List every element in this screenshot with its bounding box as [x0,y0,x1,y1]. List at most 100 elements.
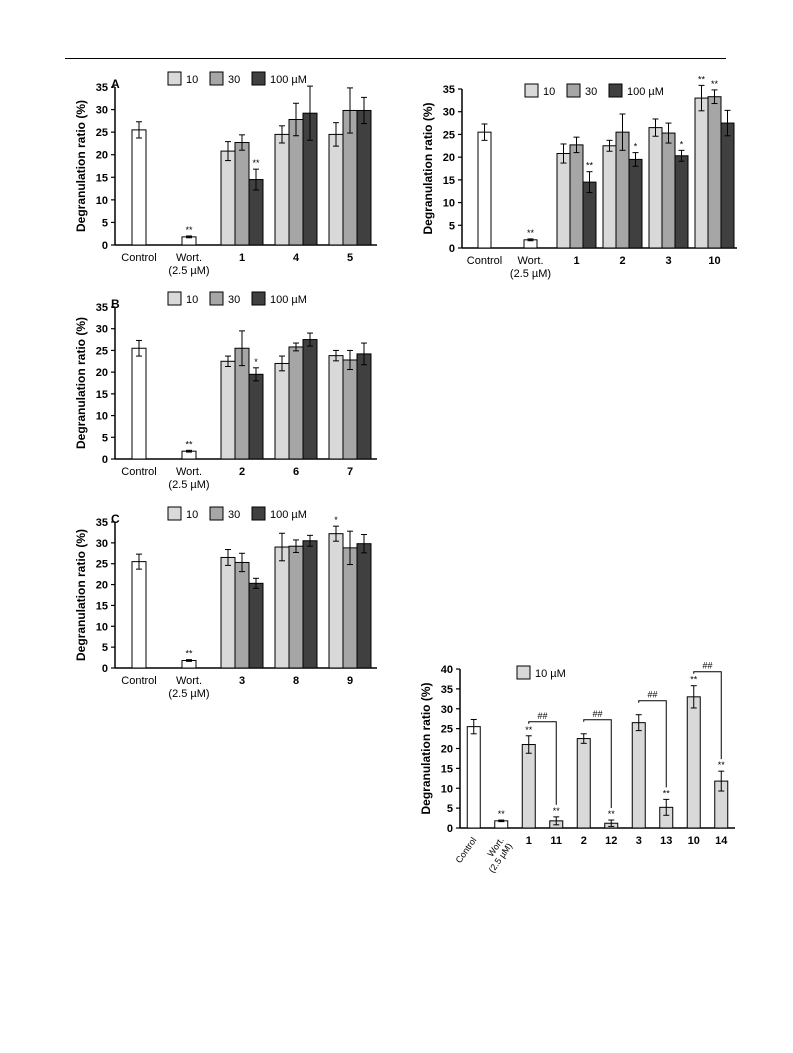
y-tick-label: 10 [96,411,108,423]
significance-mark: ** [663,788,671,798]
x-tick-label-line: 10 [688,835,700,847]
bar [720,122,735,249]
x-tick-label-line: Wort. [176,252,202,264]
legend-swatch [251,506,266,521]
y-tick-label: 35 [443,84,455,96]
x-tick-label-line: 14 [715,835,728,847]
x-tick-label-line: 4 [293,252,300,264]
significance-mark: ** [185,439,193,449]
bar [131,129,147,246]
y-tick-label: 25 [441,724,453,736]
chart-panel-c: 0 5 10 15 20 25 30 35 Degranulation ratio (%) C 10… [74,506,377,700]
x-tick-label: 5 [347,252,353,264]
y-tick-label: 40 [441,664,453,676]
bar [602,145,617,249]
y-tick-label: 20 [441,744,453,756]
x-tick-label: 13 [660,835,672,847]
bar [686,696,701,829]
y-tick-label: 35 [96,517,108,529]
y-tick-label: 20 [96,580,108,592]
x-tick-label: Wort.(2.5 µM) [168,675,209,700]
x-tick-label: 7 [347,466,353,478]
legend-swatch [209,506,224,521]
y-tick-label: 5 [102,642,108,654]
legend-swatch [167,71,182,86]
legend-swatch [251,291,266,306]
x-tick-label-line: (2.5 µM) [510,268,551,280]
bar [288,545,304,669]
panel-label: B [111,297,120,311]
legend-label: 10 [543,86,555,98]
bar [328,355,344,460]
y-tick-label: 0 [449,243,455,255]
significance-mark: * [680,139,684,149]
y-tick-label: 10 [96,621,108,633]
y-tick-label: 10 [96,195,108,207]
bar [220,556,236,669]
bar [648,127,663,249]
bar [356,353,372,460]
bar [628,158,643,249]
x-tick-label: 14 [715,835,728,847]
x-tick-label: 8 [293,675,299,687]
legend-label: 30 [585,86,597,98]
significance-mark: ** [608,809,616,819]
x-tick-label-line: (2.5 µM) [168,688,209,700]
y-tick-label: 20 [96,367,108,379]
y-tick-label: 0 [102,663,108,675]
significance-mark: * [254,357,258,367]
y-tick-label: 15 [443,175,455,187]
y-axis-label: Degranulation ratio (%) [419,682,433,814]
bar [131,561,147,669]
legend-swatch [566,83,581,98]
bar [302,540,318,669]
x-tick-label-line: 3 [665,255,671,267]
bar [328,133,344,246]
bar [234,142,250,246]
bracket-label: ## [592,709,602,719]
legend-label: 10 µM [535,668,566,680]
x-tick-label-line: Wort. [176,675,202,687]
x-tick-label-line: 13 [660,835,672,847]
y-tick-label: 25 [443,129,455,141]
x-tick-label: 2 [239,466,245,478]
y-axis-label: Degranulation ratio (%) [74,529,88,661]
legend-label: 100 µM [627,86,664,98]
significance-mark: ** [525,725,533,735]
y-tick-label: 15 [96,172,108,184]
x-tick-label: 3 [665,255,671,267]
bar [631,722,646,829]
bar [288,119,304,246]
legend-label: 100 µM [270,74,307,86]
legend-swatch [516,665,531,680]
significance-mark: ** [690,675,698,685]
y-tick-label: 20 [443,152,455,164]
bar [234,561,250,669]
bar [576,738,591,829]
x-tick-label: 2 [581,835,587,847]
legend-swatch [167,291,182,306]
bar [356,109,372,246]
bar [342,547,358,669]
legend-label: 10 [186,294,198,306]
bar [707,96,722,249]
legend-label: 10 [186,74,198,86]
x-tick-label: 6 [293,466,299,478]
y-tick-label: 15 [441,763,453,775]
legend-label: 10 [186,509,198,521]
significance-mark: * [334,515,338,525]
bracket-label: ## [537,711,547,721]
x-tick-label: Control [121,252,156,264]
y-axis-label: Degranulation ratio (%) [421,102,435,234]
y-tick-label: 30 [443,107,455,119]
bar [302,339,318,460]
comparison-bracket [693,671,722,760]
legend-swatch [251,71,266,86]
y-tick-label: 30 [96,538,108,550]
y-tick-label: 25 [96,345,108,357]
x-tick-label-line: Control [467,255,502,267]
x-tick-label-line: Control [121,675,156,687]
x-tick-label-line: 8 [293,675,299,687]
x-tick-label-line: Control [121,466,156,478]
